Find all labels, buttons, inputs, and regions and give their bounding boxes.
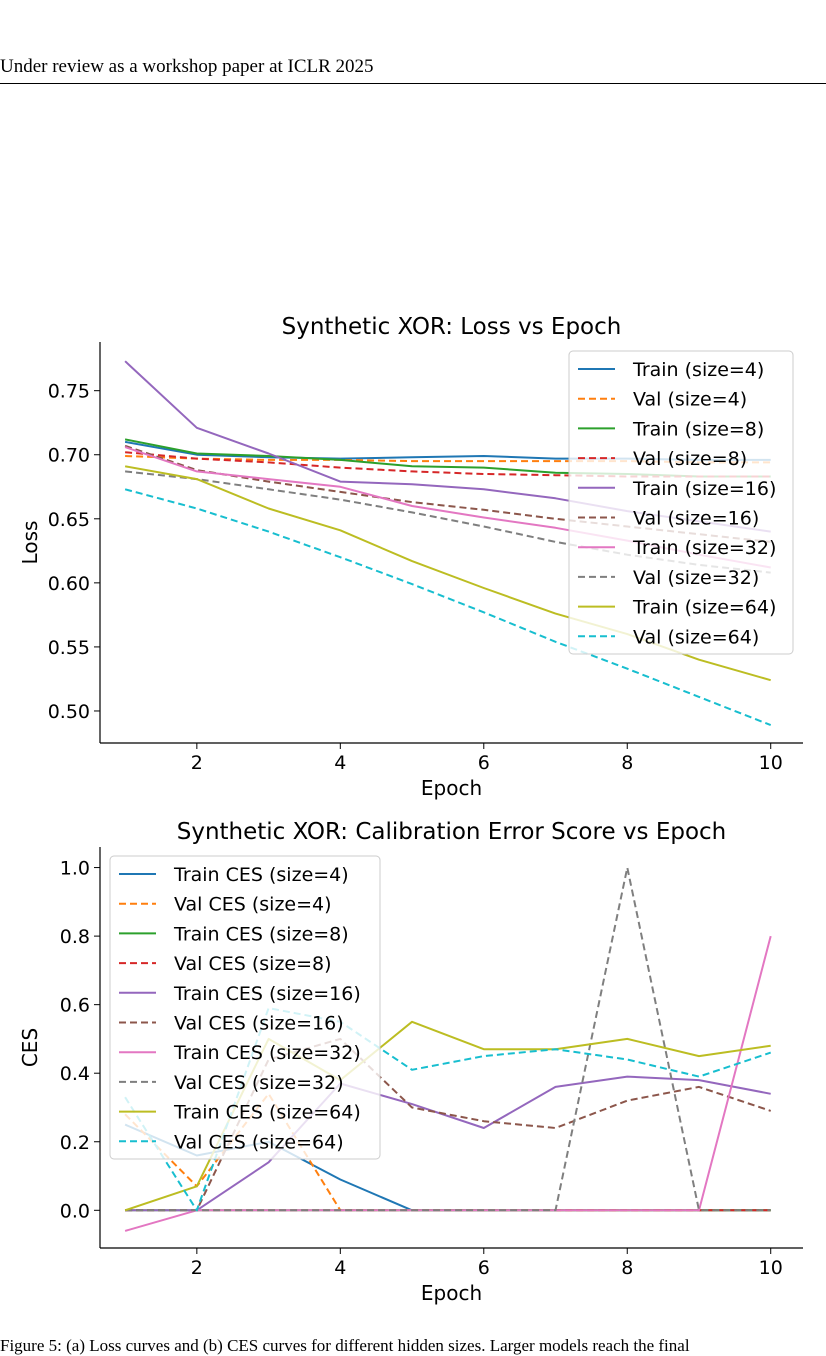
x-tick-label: 8 [621, 1257, 633, 1279]
x-tick-label: 2 [191, 1257, 203, 1279]
legend-entry: Train CES (size=8) [173, 923, 349, 945]
series-line-val-size-8 [125, 451, 771, 478]
legend-entry: Val (size=64) [633, 626, 759, 648]
y-axis-label: CES [18, 1028, 42, 1067]
legend: Train (size=4) Val (size=4) Train (size=8)… [568, 350, 794, 655]
legend-entry: Train (size=16) [632, 478, 776, 500]
y-tick-label: 0.70 [48, 445, 90, 467]
legend-entry: Train CES (size=16) [173, 983, 361, 1005]
figure-caption: Figure 5: (a) Loss curves and (b) CES cu… [0, 1336, 690, 1355]
chart-title: Synthetic XOR: Calibration Error Score v… [177, 819, 727, 845]
x-tick-label: 10 [759, 1257, 783, 1279]
legend-entry: Val (size=16) [633, 508, 759, 530]
y-tick-label: 0.60 [48, 573, 90, 595]
legend-box [568, 350, 794, 655]
legend-entry: Train (size=32) [632, 537, 776, 559]
legend-entry: Train (size=4) [632, 359, 764, 381]
x-tick-label: 4 [334, 752, 346, 774]
series-line-val-size-4 [125, 455, 771, 464]
chart-title: Synthetic XOR: Loss vs Epoch [282, 314, 622, 340]
legend-entry: Train CES (size=4) [173, 864, 349, 886]
legend-entry: Val CES (size=32) [174, 1072, 344, 1094]
header-rule [0, 83, 826, 84]
y-tick-label: 0.75 [48, 381, 90, 403]
series-line-train-ces-size-16 [125, 1075, 771, 1212]
legend-entry: Val CES (size=64) [174, 1131, 344, 1153]
y-tick-label: 0.2 [60, 1132, 90, 1154]
loss-chart: Synthetic XOR: Loss vs Epoch 2 4 6 8 10 0.50 0.… [18, 314, 803, 800]
x-tick-label: 2 [191, 752, 203, 774]
legend-entry: Val (size=8) [633, 448, 747, 470]
y-tick-label: 0.65 [48, 509, 90, 531]
y-tick-label: 0.8 [60, 926, 90, 948]
x-tick-label: 8 [621, 752, 633, 774]
legend-entry: Val (size=32) [633, 567, 759, 589]
series-line-val-size-64 [124, 488, 772, 727]
x-axis-label: Epoch [421, 776, 482, 800]
y-tick-label: 1.0 [60, 858, 90, 880]
y-tick-label: 0.4 [60, 1063, 90, 1085]
legend-entry: Train CES (size=64) [173, 1102, 361, 1124]
legend: Train CES (size=4) Val CES (size=4) Train … [109, 855, 381, 1160]
x-tick-label: 6 [478, 752, 490, 774]
legend-entry: Train (size=64) [632, 597, 776, 619]
x-axis-label: Epoch [421, 1281, 482, 1305]
series-line-val-ces-size-64 [124, 1007, 772, 1212]
y-tick-label: 0.50 [48, 701, 90, 723]
legend-entry: Train CES (size=32) [173, 1042, 361, 1064]
legend-box [109, 855, 381, 1160]
y-axis-label: Loss [18, 521, 42, 565]
legend-entry: Val (size=4) [633, 389, 747, 411]
legend-entry: Val CES (size=8) [174, 953, 332, 975]
y-tick-label: 0.0 [60, 1200, 90, 1222]
x-tick-label: 10 [759, 752, 783, 774]
x-tick-label: 4 [334, 1257, 346, 1279]
series-line-val-ces-size-32 [125, 866, 771, 1212]
y-tick-label: 0.55 [48, 637, 90, 659]
x-tick-label: 6 [478, 1257, 490, 1279]
y-tick-label: 0.6 [60, 995, 90, 1017]
ces-chart: Synthetic XOR: Calibration Error Score v… [18, 819, 803, 1305]
legend-entry: Train (size=8) [632, 418, 764, 440]
page-header: Under review as a workshop paper at ICLR… [0, 56, 374, 77]
legend-entry: Val CES (size=4) [174, 894, 332, 916]
legend-entry: Val CES (size=16) [174, 1013, 344, 1035]
